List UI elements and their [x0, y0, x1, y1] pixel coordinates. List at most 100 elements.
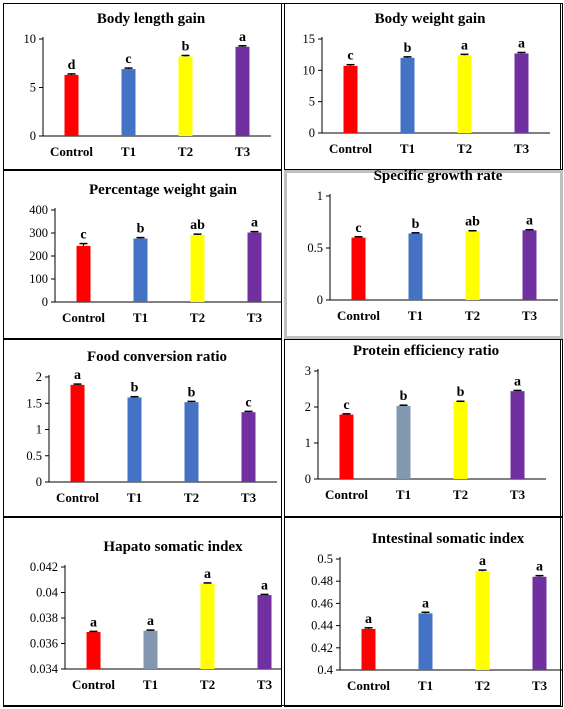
y-tick-label: 400 — [29, 203, 48, 217]
chart-panel-8 — [284, 517, 563, 707]
category-label: T3 — [514, 141, 530, 156]
bar-t3 — [532, 576, 547, 670]
chart-panel-1 — [3, 3, 282, 170]
y-tick-label: 2 — [305, 400, 311, 414]
category-label: T2 — [475, 678, 490, 693]
bar-t3 — [247, 232, 262, 302]
significance-letter: a — [518, 36, 525, 51]
bar-t2 — [465, 231, 480, 300]
chart-svg-3: Percentage weight gain 0 100 200 300 400 c Cont… — [29, 182, 282, 325]
category-label: T3 — [522, 308, 538, 323]
category-label: T2 — [190, 310, 205, 325]
y-tick-label: 5 — [309, 95, 315, 109]
bar-control — [76, 245, 91, 302]
bar-t2 — [475, 571, 490, 670]
chart-panel-7 — [3, 517, 282, 707]
chart-title: Intestinal somatic index — [372, 531, 525, 547]
significance-letter: a — [536, 560, 543, 575]
category-label: T1 — [143, 677, 158, 692]
y-tick-label: 15 — [303, 32, 316, 46]
category-label: T1 — [418, 678, 433, 693]
bar-t1 — [127, 397, 142, 482]
chart-panel-5 — [3, 339, 282, 517]
chart-panel-2 — [284, 3, 563, 170]
bar-t1 — [418, 613, 433, 670]
chart-panel-3 — [3, 170, 282, 339]
chart-title: Hapato somatic index — [103, 539, 243, 555]
significance-letter: a — [261, 578, 268, 593]
category-label: T1 — [133, 310, 148, 325]
bar-t2 — [178, 56, 193, 136]
category-label: T2 — [184, 490, 199, 505]
chart-svg-4: Specific growth rate 0 0.5 1 c Control b T1 ab T2… — [307, 170, 558, 323]
bar-t1 — [396, 405, 411, 479]
significance-letter: a — [251, 216, 258, 231]
significance-letter: b — [404, 41, 412, 56]
y-tick-label: 2 — [36, 370, 42, 384]
bar-control — [339, 414, 354, 479]
y-tick-label: 0 — [30, 129, 36, 143]
y-tick-label: 0 — [36, 475, 42, 489]
category-label: T1 — [408, 308, 423, 323]
significance-letter: a — [239, 30, 246, 45]
category-label: Control — [329, 141, 372, 156]
chart-title: Percentage weight gain — [89, 182, 238, 198]
significance-letter: b — [457, 385, 465, 400]
chart-panel-4 — [284, 170, 563, 339]
bar-t2 — [453, 401, 468, 479]
chart-svg-5: Food conversion ratio 0 0.5 1 1.5 2 a Control b T… — [26, 349, 277, 505]
bar-control — [64, 74, 79, 136]
significance-letter: a — [479, 554, 486, 569]
category-label: T3 — [235, 144, 251, 159]
bar-t3 — [257, 595, 272, 669]
bar-t3 — [522, 230, 537, 300]
y-tick-label: 3 — [305, 364, 311, 378]
chart-svg-8: Intestinal somatic index 0.4 0.42 0.44 0.46 0… — [311, 531, 563, 693]
y-tick-label: 0 — [317, 293, 323, 307]
significance-letter: c — [80, 228, 86, 243]
category-label: Control — [347, 678, 390, 693]
category-label: Control — [72, 677, 115, 692]
category-label: Control — [325, 487, 368, 502]
chart-svg-7: Hapato somatic index 0.034 0.036 0.038 0.04 0… — [30, 539, 282, 692]
category-label: T2 — [465, 308, 480, 323]
bar-t2 — [200, 583, 215, 669]
y-tick-label: 5 — [30, 81, 36, 95]
y-tick-label: 0.5 — [317, 552, 333, 566]
y-tick-label: 0.5 — [307, 241, 323, 255]
category-label: T2 — [453, 487, 468, 502]
significance-letter: a — [514, 374, 521, 389]
significance-letter: a — [461, 38, 468, 53]
category-label: Control — [50, 144, 93, 159]
significance-letter: b — [137, 222, 145, 237]
category-label: T1 — [400, 141, 415, 156]
significance-letter: c — [245, 395, 251, 410]
category-label: T3 — [247, 310, 263, 325]
category-label: T2 — [178, 144, 193, 159]
bar-t2 — [457, 55, 472, 133]
y-tick-label: 0.034 — [30, 662, 59, 676]
significance-letter: d — [68, 58, 76, 73]
y-tick-label: 0 — [305, 472, 311, 486]
category-label: T3 — [257, 677, 273, 692]
significance-letter: c — [355, 221, 361, 236]
y-tick-label: 0 — [42, 295, 48, 309]
y-tick-label: 0.48 — [311, 574, 333, 588]
bar-t1 — [408, 233, 423, 300]
category-label: Control — [62, 310, 105, 325]
chart-title: Food conversion ratio — [87, 349, 227, 365]
category-label: T1 — [396, 487, 411, 502]
significance-letter: ab — [465, 215, 480, 230]
significance-letter: c — [125, 52, 131, 67]
bar-t3 — [241, 412, 256, 482]
bar-control — [86, 632, 101, 669]
significance-letter: a — [90, 615, 97, 630]
significance-letter: b — [131, 381, 139, 396]
bar-t2 — [184, 402, 199, 482]
category-label: T1 — [127, 490, 142, 505]
chart-title: Protein efficiency ratio — [353, 343, 499, 359]
bar-control — [361, 628, 376, 670]
y-tick-label: 0.038 — [30, 611, 58, 625]
bar-t3 — [514, 53, 529, 134]
